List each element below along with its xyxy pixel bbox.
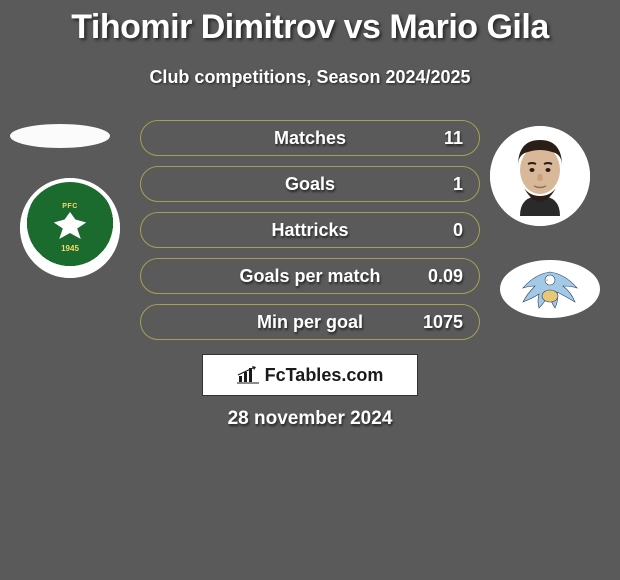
eagle-icon — [52, 212, 88, 242]
page-title: Tihomir Dimitrov vs Mario Gila — [0, 0, 620, 47]
club-left-year: 1945 — [61, 244, 79, 253]
bar-chart-icon — [237, 366, 259, 384]
stat-label: Min per goal — [257, 312, 363, 333]
stat-value-right: 1 — [453, 174, 463, 195]
club-badge-left: PFC 1945 — [20, 178, 120, 278]
stat-row: Goals per match 0.09 — [140, 258, 480, 294]
club-left-top-text: PFC — [62, 203, 78, 210]
club-badge-left-inner: PFC 1945 — [35, 193, 105, 263]
stat-value-right: 0 — [453, 220, 463, 241]
lazio-eagle-icon — [515, 266, 585, 312]
stats-container: Matches 11 Goals 1 Hattricks 0 Goals per match… — [140, 120, 480, 350]
player-avatar-icon — [490, 126, 590, 226]
page-subtitle: Club competitions, Season 2024/2025 — [0, 47, 620, 88]
stat-value-right: 0.09 — [428, 266, 463, 287]
player-left-placeholder — [10, 124, 110, 148]
stat-row: Matches 11 — [140, 120, 480, 156]
stat-row: Hattricks 0 — [140, 212, 480, 248]
stat-label: Goals per match — [239, 266, 380, 287]
stat-label: Goals — [285, 174, 335, 195]
stat-label: Matches — [274, 128, 346, 149]
club-badge-right — [500, 260, 600, 318]
brand-text: FcTables.com — [265, 365, 384, 386]
player-right-photo — [490, 126, 590, 226]
stat-row: Goals 1 — [140, 166, 480, 202]
stat-row: Min per goal 1075 — [140, 304, 480, 340]
stat-value-right: 11 — [444, 128, 463, 149]
date-text: 28 november 2024 — [228, 408, 393, 430]
stat-label: Hattricks — [271, 220, 348, 241]
stat-value-right: 1075 — [423, 312, 463, 333]
brand-box[interactable]: FcTables.com — [202, 354, 418, 396]
